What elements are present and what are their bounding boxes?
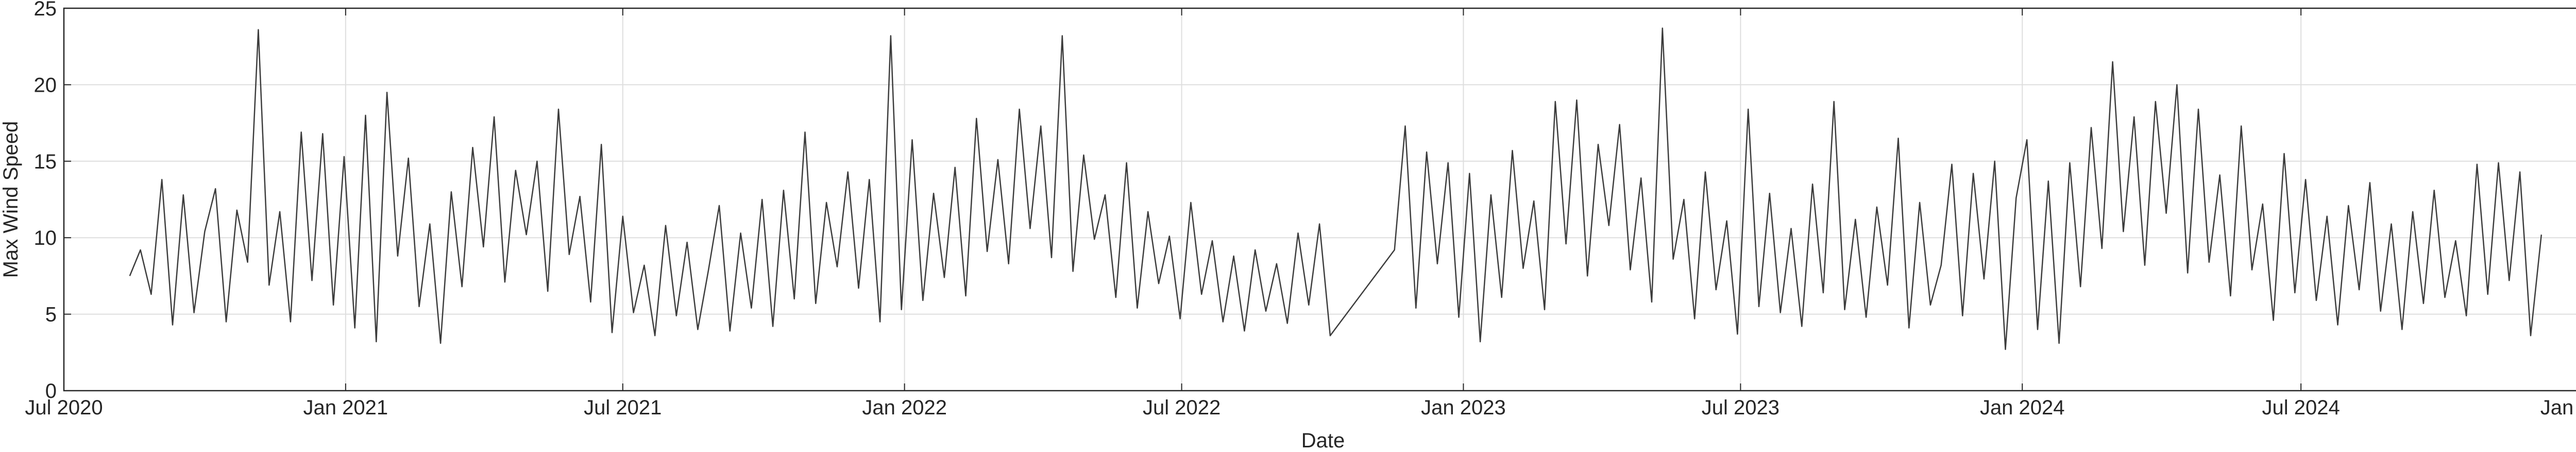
plot-area [64,8,2576,391]
x-tick-label: Jul 2021 [584,396,662,419]
data-line [129,27,2543,350]
x-axis-label: Date [1301,429,1345,452]
x-tick-label: Jul 2022 [1143,396,1221,419]
x-tick-label: Jul 2023 [1702,396,1780,419]
x-tick-label: Jan 2023 [1421,396,1506,419]
x-tick-label: Jan 2022 [862,396,947,419]
y-tick-label: 15 [34,150,57,173]
y-tick-label: 20 [34,74,57,96]
x-tick-label: Jan 2024 [1980,396,2065,419]
y-tick-label: 25 [34,0,57,20]
x-tick-label: Jul 2024 [2262,396,2340,419]
y-tick-label: 10 [34,227,57,249]
y-tick-label: 5 [45,304,57,326]
x-tick-label: Jul 2020 [25,396,103,419]
x-tick-label: Jan 2021 [303,396,388,419]
axes-box [63,7,2576,392]
y-tick-label: 0 [45,380,57,403]
y-axis-label: Max Wind Speed [0,121,22,278]
